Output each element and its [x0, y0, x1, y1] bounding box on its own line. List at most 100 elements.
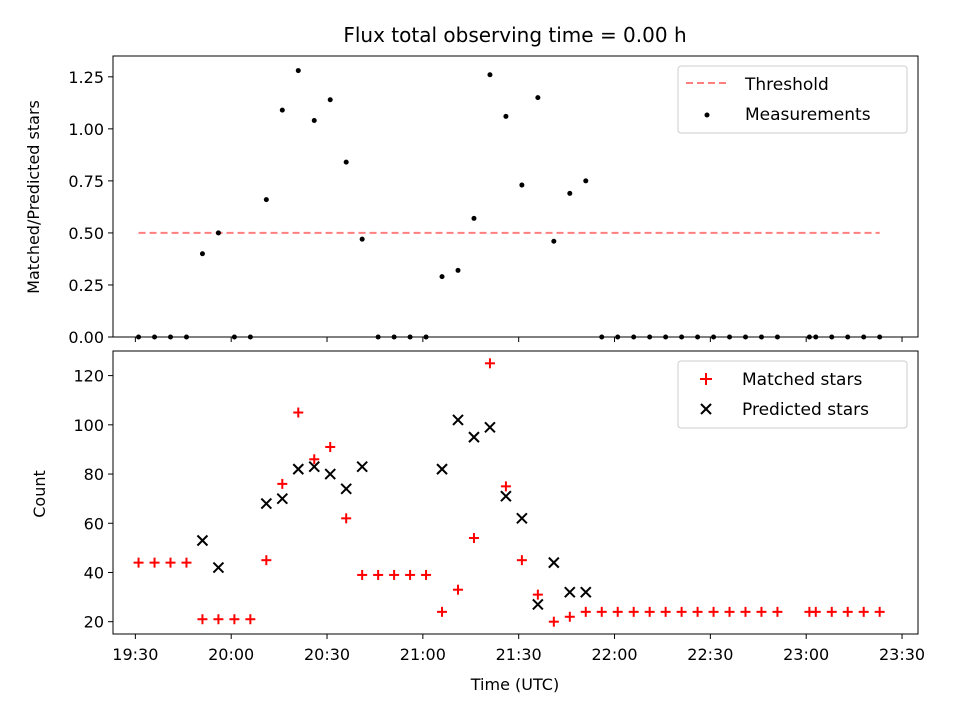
matched-star-point: [740, 606, 751, 617]
matched-star-point: [197, 614, 208, 625]
measurement-point: [311, 118, 317, 124]
predicted-star-point: [324, 468, 336, 480]
matched-star-point: [213, 614, 224, 625]
count-y-tick-label: 40: [84, 563, 104, 582]
time-x-tick-label: 21:00: [400, 645, 446, 664]
matched-star-point: [389, 569, 400, 580]
matched-star-point: [842, 606, 853, 617]
time-x-tick-label: 22:30: [687, 645, 733, 664]
matched-star-point: [548, 616, 559, 627]
measurement-point: [215, 230, 221, 236]
measurement-point: [455, 267, 461, 273]
matched-star-point: [532, 589, 543, 600]
predicted-star-point: [468, 431, 480, 443]
matched-star-point: [309, 454, 320, 465]
matched-star-point: [133, 557, 144, 568]
predicted-star-point: [580, 586, 592, 598]
time-x-axis-label: Time (UTC): [470, 675, 559, 694]
matched-star-point: [245, 614, 256, 625]
count-legend-box: [677, 360, 908, 429]
ratio-y-tick-label: 0.75: [68, 172, 104, 191]
predicted-star-point: [212, 561, 225, 574]
measurement-point: [551, 238, 557, 244]
matched-star-point: [756, 606, 767, 617]
matched-star-point: [468, 533, 479, 544]
measurement-point: [343, 159, 349, 165]
predicted-legend-label: Predicted stars: [742, 400, 869, 420]
matched-star-point: [858, 606, 869, 617]
ratio-panel: Flux total observing time = 0.00 h Match…: [24, 23, 919, 347]
threshold-legend-label: Threshold: [744, 75, 829, 95]
matched-star-point: [810, 606, 821, 617]
measurement-point: [279, 107, 285, 113]
matched-star-point: [826, 606, 837, 617]
matched-star-point: [676, 606, 687, 617]
predicted-legend-swatch: [700, 403, 712, 415]
predicted-star-point: [356, 460, 368, 473]
matched-star-point: [181, 557, 192, 568]
matched-star-point: [325, 441, 336, 452]
measurement-point: [439, 274, 445, 280]
time-x-tick-label: 19:30: [112, 645, 158, 664]
measurement-point: [519, 182, 525, 188]
matched-stars-layer: [133, 358, 885, 627]
predicted-star-point: [276, 492, 289, 505]
predicted-star-point: [548, 556, 560, 569]
matched-star-point: [628, 606, 639, 617]
time-x-tick-label: 20:00: [208, 645, 254, 664]
predicted-star-point: [196, 534, 209, 547]
matched-star-point: [644, 606, 655, 617]
matched-star-point: [724, 606, 735, 617]
ratio-y-axis: 0.00 0.25 0.50 0.75 1.00 1.25: [68, 68, 113, 347]
matched-star-point: [373, 569, 384, 580]
matched-star-point: [149, 557, 160, 568]
matched-star-point: [341, 513, 352, 524]
ratio-y-tick-label: 1.00: [68, 120, 104, 139]
measurement-point: [359, 236, 365, 242]
predicted-stars-layer: [196, 414, 592, 611]
matched-star-point: [405, 569, 416, 580]
matched-star-point: [261, 555, 272, 566]
count-y-tick-label: 60: [84, 514, 104, 533]
count-legend: Matched stars Predicted stars: [677, 360, 908, 429]
ratio-x-axis: [134, 337, 903, 342]
matched-legend-swatch: [700, 373, 712, 385]
predicted-star-point: [340, 483, 352, 495]
ratio-legend-box: [677, 65, 908, 134]
matched-star-point: [692, 606, 703, 617]
count-y-axis-label: Count: [30, 470, 49, 518]
measurement-point: [295, 68, 301, 74]
measurement-point: [327, 97, 333, 103]
matched-star-point: [293, 407, 304, 418]
matched-star-point: [708, 606, 719, 617]
predicted-star-point: [452, 414, 464, 426]
measurements-legend-label: Measurements: [745, 105, 871, 125]
time-x-tick-label: 23:30: [879, 645, 925, 664]
matched-star-point: [580, 606, 591, 617]
ratio-y-tick-label: 0.50: [68, 224, 104, 243]
time-x-tick-label: 21:30: [496, 645, 542, 664]
measurement-point: [503, 113, 509, 119]
predicted-star-point: [564, 586, 576, 598]
ratio-y-tick-label: 1.25: [68, 68, 104, 87]
matched-star-point: [874, 606, 885, 617]
measurement-point: [487, 72, 493, 78]
matched-star-point: [500, 481, 511, 492]
predicted-star-point: [484, 421, 496, 433]
matched-star-point: [612, 606, 623, 617]
predicted-star-point: [532, 598, 544, 611]
matched-star-point: [357, 569, 368, 580]
matched-star-point: [229, 614, 240, 625]
predicted-star-point: [500, 490, 512, 502]
matched-star-point: [421, 569, 432, 580]
time-x-tick-label: 20:30: [304, 645, 350, 664]
matched-star-point: [596, 606, 607, 617]
measurements-legend-swatch: [704, 112, 710, 118]
ratio-y-tick-label: 0.00: [68, 328, 104, 347]
matched-star-point: [772, 606, 783, 617]
ratio-plot-frame: [112, 55, 919, 338]
ratio-y-axis-label: Matched/Predicted stars: [24, 100, 43, 294]
matched-star-point: [516, 555, 527, 566]
count-y-tick-label: 100: [73, 416, 104, 435]
